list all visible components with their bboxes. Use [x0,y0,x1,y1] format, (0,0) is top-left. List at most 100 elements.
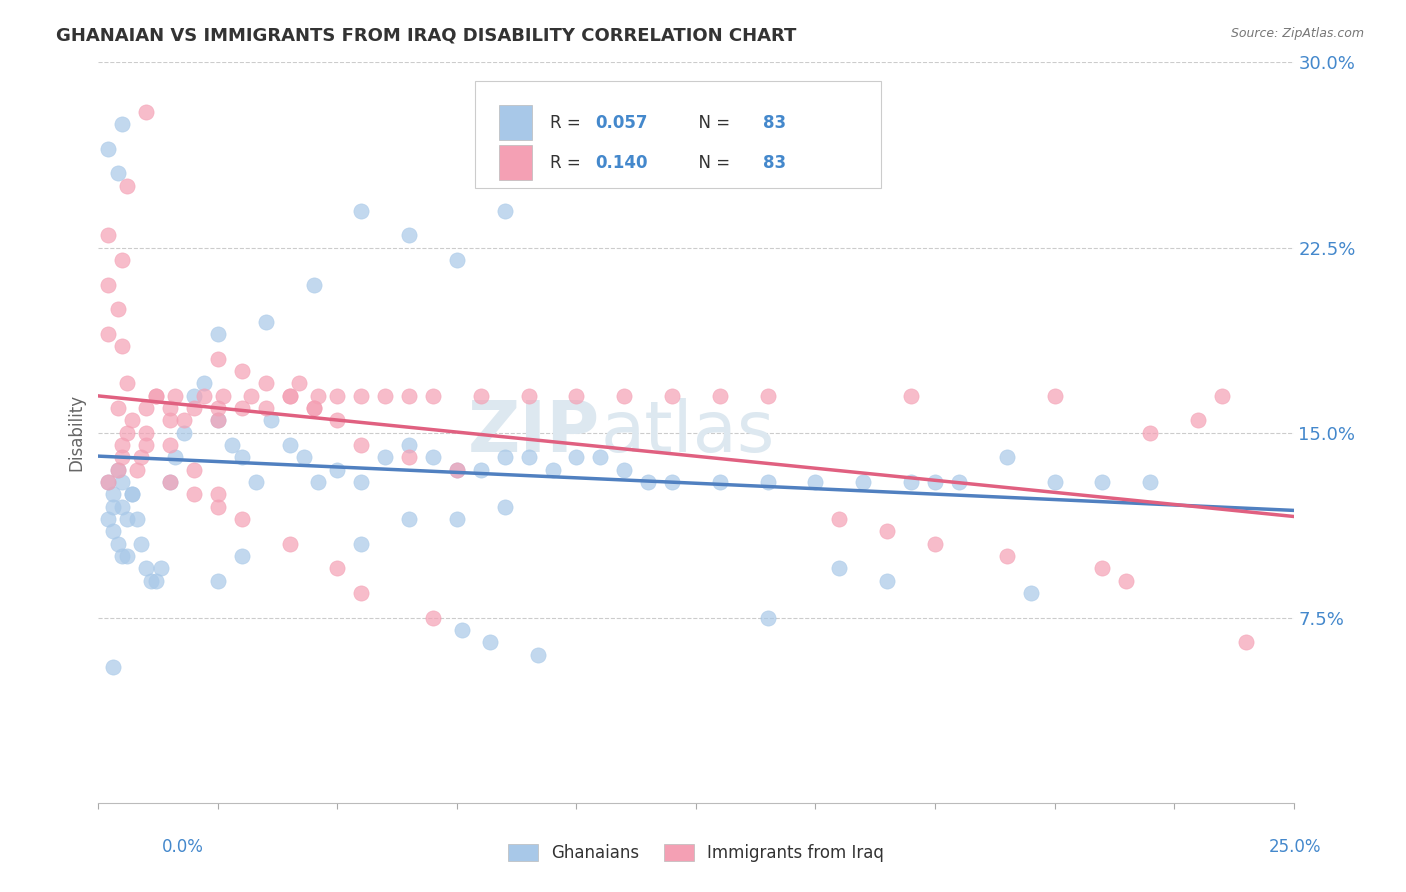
Point [326,561,349,575]
Text: N =: N = [688,113,735,132]
Point [709,388,731,402]
Point [1091,475,1114,489]
Point [259,413,281,427]
Point [326,388,349,402]
Point [254,314,277,328]
Point [398,512,420,526]
Point [115,376,138,391]
Point [924,536,946,550]
Text: ZIP: ZIP [468,398,600,467]
Text: 0.057: 0.057 [596,113,648,132]
Point [97,475,120,489]
Point [240,388,263,402]
Point [350,475,373,489]
Point [135,104,157,119]
Point [541,462,564,476]
Point [111,252,134,267]
Point [494,203,516,218]
Point [948,475,970,489]
Point [101,660,124,674]
Point [159,401,181,415]
Point [173,425,195,440]
Point [145,388,167,402]
Point [1211,388,1233,402]
Text: Source: ZipAtlas.com: Source: ZipAtlas.com [1230,27,1364,40]
Point [121,487,143,501]
Point [254,376,277,391]
Point [350,536,373,550]
FancyBboxPatch shape [475,81,882,188]
Point [446,462,468,476]
Point [149,561,172,575]
Text: 0.0%: 0.0% [162,838,204,856]
Point [97,228,120,243]
Point [470,462,492,476]
Point [207,351,229,366]
Point [278,536,301,550]
Point [135,425,157,440]
Point [131,450,153,465]
Point [101,524,124,539]
Point [207,401,229,415]
Point [159,413,181,427]
Point [107,302,129,317]
Point [115,425,138,440]
Point [450,623,472,637]
Point [221,438,243,452]
Point [111,438,134,452]
Point [107,536,129,550]
Point [924,475,946,489]
Point [398,388,420,402]
Point [193,376,215,391]
Point [111,339,134,353]
Point [446,462,468,476]
Point [107,401,129,415]
Point [231,450,253,465]
Point [517,450,540,465]
Point [422,450,444,465]
Point [101,500,124,514]
Point [307,388,329,402]
Point [398,450,420,465]
Point [900,475,922,489]
Point [292,450,315,465]
Point [115,178,138,193]
Legend: Ghanaians, Immigrants from Iraq: Ghanaians, Immigrants from Iraq [501,837,891,869]
Point [111,500,134,514]
Point [470,388,492,402]
Point [163,450,186,465]
Point [1043,388,1066,402]
Point [183,462,205,476]
Point [135,561,157,575]
Point [135,401,157,415]
Point [661,388,683,402]
Point [479,635,502,649]
Point [111,450,134,465]
Point [1091,561,1114,575]
Point [115,512,138,526]
Point [565,388,588,402]
Point [1139,475,1161,489]
Point [207,326,229,341]
Point [145,574,167,588]
Point [159,475,181,489]
Point [121,487,143,501]
Point [163,388,186,402]
Text: 0.140: 0.140 [596,153,648,171]
Point [1019,586,1042,600]
Point [350,203,373,218]
Point [183,401,205,415]
Point [125,512,148,526]
Point [374,450,396,465]
Point [828,561,851,575]
Point [183,487,205,501]
Point [995,450,1018,465]
Point [565,450,588,465]
Point [125,462,148,476]
Point [111,475,134,489]
Point [231,549,253,563]
Text: 83: 83 [763,153,786,171]
Point [852,475,875,489]
Point [97,326,120,341]
Point [1043,475,1066,489]
